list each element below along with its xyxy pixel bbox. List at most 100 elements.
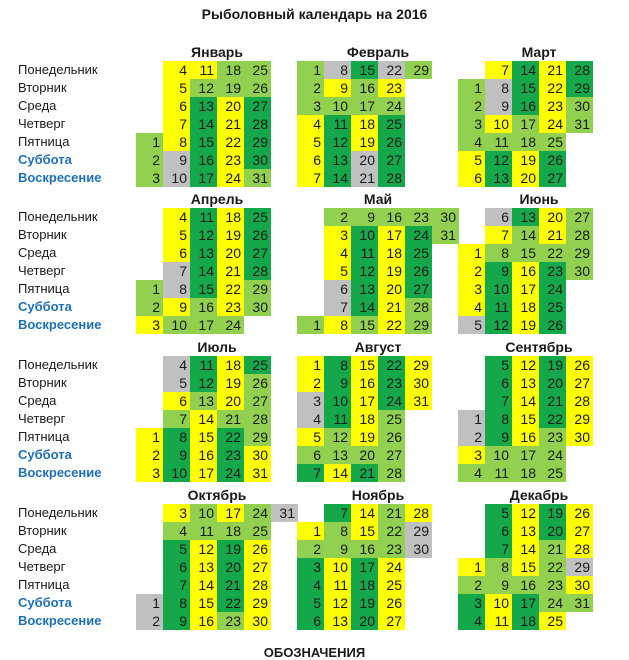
day-cell: 13 [485,169,512,187]
day-cell: 20 [378,280,405,298]
day-cell: 24 [378,558,405,576]
day-cell: 12 [324,594,351,612]
day-cell: 2 [458,97,485,115]
day-cell: 2 [297,374,324,392]
day-cell: 25 [539,133,566,151]
day-cell: 13 [190,97,217,115]
weekday-label: Пятница [18,281,70,296]
day-cell: 4 [297,576,324,594]
day-cell: 4 [163,356,190,374]
day-cell: 17 [190,169,217,187]
day-cell: 7 [485,540,512,558]
day-cell: 13 [512,522,539,540]
weekday-label: Суббота [18,447,72,462]
month-title: Январь [191,44,243,60]
day-cell: 12 [190,79,217,97]
day-cell: 28 [378,464,405,482]
month-title: Ноябрь [351,487,405,503]
day-cell: 22 [539,558,566,576]
day-cell: 11 [190,61,217,79]
day-cell: 18 [512,133,539,151]
day-cell: 19 [539,504,566,522]
day-cell: 30 [566,97,593,115]
day-cell: 25 [244,522,271,540]
day-cell: 30 [566,262,593,280]
day-cell: 14 [351,504,378,522]
day-cell: 11 [324,410,351,428]
day-cell: 19 [512,151,539,169]
day-cell: 30 [244,612,271,630]
day-cell: 23 [539,262,566,280]
day-cell: 29 [566,244,593,262]
day-cell: 9 [485,576,512,594]
day-cell: 17 [217,504,244,522]
day-cell: 29 [566,410,593,428]
day-cell: 13 [512,208,539,226]
day-cell: 2 [136,151,163,169]
day-cell: 12 [512,356,539,374]
day-cell: 11 [190,208,217,226]
day-cell: 30 [405,540,432,558]
day-cell: 13 [512,374,539,392]
day-cell: 6 [324,280,351,298]
day-cell: 8 [324,356,351,374]
day-cell: 21 [539,540,566,558]
day-cell: 6 [163,392,190,410]
day-cell: 27 [244,244,271,262]
day-cell: 26 [539,316,566,334]
day-cell: 31 [271,504,298,522]
day-cell: 23 [217,446,244,464]
day-cell: 3 [324,226,351,244]
day-cell: 18 [217,356,244,374]
day-cell: 13 [324,612,351,630]
day-cell: 25 [244,356,271,374]
day-cell: 4 [163,208,190,226]
day-cell: 18 [217,522,244,540]
day-cell: 12 [324,428,351,446]
day-cell: 31 [432,226,459,244]
day-cell: 22 [539,244,566,262]
day-cell: 14 [512,392,539,410]
day-cell: 19 [351,594,378,612]
day-cell: 19 [378,262,405,280]
day-cell: 27 [566,374,593,392]
day-cell: 22 [378,61,405,79]
day-cell: 20 [539,522,566,540]
day-cell: 24 [217,169,244,187]
day-cell: 17 [351,97,378,115]
day-cell: 7 [485,392,512,410]
day-cell: 25 [539,298,566,316]
weekday-label: Воскресение [18,317,102,332]
day-cell: 7 [324,298,351,316]
day-cell: 10 [324,392,351,410]
weekday-label: Понедельник [18,357,98,372]
day-cell: 21 [539,226,566,244]
day-cell: 9 [163,298,190,316]
day-cell: 30 [566,576,593,594]
month-title: Май [363,191,393,207]
day-cell: 25 [539,612,566,630]
day-cell: 6 [297,446,324,464]
day-cell: 29 [244,280,271,298]
day-cell: 15 [190,133,217,151]
day-cell: 20 [217,244,244,262]
day-cell: 19 [512,316,539,334]
day-cell: 29 [244,428,271,446]
day-cell: 10 [485,594,512,612]
day-cell: 26 [244,79,271,97]
day-cell: 24 [217,464,244,482]
day-cell: 2 [297,79,324,97]
day-cell: 7 [163,115,190,133]
day-cell: 25 [378,576,405,594]
day-cell: 30 [244,298,271,316]
day-cell: 6 [458,169,485,187]
day-cell: 21 [217,262,244,280]
day-cell: 2 [458,428,485,446]
day-cell: 15 [190,594,217,612]
day-cell: 24 [539,594,566,612]
day-cell: 28 [566,540,593,558]
day-cell: 20 [539,208,566,226]
weekday-label: Среда [18,541,57,556]
day-cell: 27 [378,446,405,464]
day-cell: 1 [458,244,485,262]
